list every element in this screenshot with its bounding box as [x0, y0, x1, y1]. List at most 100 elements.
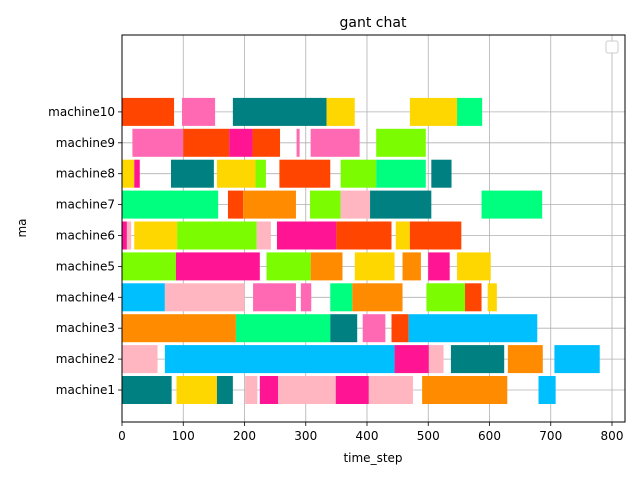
task-bar — [391, 314, 409, 343]
task-bar — [370, 190, 432, 219]
task-bar — [122, 345, 158, 374]
task-bar — [481, 190, 543, 219]
task-bar — [122, 252, 176, 281]
task-bar — [362, 314, 386, 343]
task-bar — [132, 128, 184, 157]
task-bar — [457, 97, 483, 126]
chart-title: gant chat — [340, 15, 407, 31]
task-bar — [310, 128, 360, 157]
plot-frame — [121, 34, 626, 423]
task-bar — [164, 283, 245, 312]
task-bar — [227, 190, 244, 219]
task-bar — [134, 159, 140, 188]
task-bar — [229, 128, 253, 157]
task-bar — [330, 314, 358, 343]
task-bar — [256, 221, 271, 250]
task-bar — [450, 345, 505, 374]
y-tick-label: machine5 — [56, 259, 115, 273]
task-bar — [122, 283, 165, 312]
y-tick-label: machine2 — [56, 352, 115, 366]
task-bar — [409, 97, 458, 126]
task-bar — [171, 159, 214, 188]
x-tick-label: 300 — [294, 429, 317, 443]
y-tick-label: machine7 — [56, 198, 115, 212]
task-bar — [243, 190, 296, 219]
task-bar — [330, 283, 353, 312]
task-bar — [336, 221, 392, 250]
task-bar — [253, 283, 296, 312]
task-bar — [538, 376, 556, 404]
x-tick-label: 600 — [478, 429, 501, 443]
task-bar — [422, 376, 508, 404]
task-bar — [296, 128, 300, 157]
y-tick-label: machine1 — [56, 383, 115, 397]
x-tick-label: 0 — [118, 429, 126, 443]
task-bar — [255, 159, 266, 188]
task-bar — [457, 252, 491, 281]
y-tick-label: machine4 — [56, 290, 115, 304]
task-bar — [134, 221, 178, 250]
task-bar — [335, 376, 369, 404]
task-bar — [122, 376, 172, 404]
legend-box — [605, 40, 619, 54]
task-bar — [340, 159, 377, 188]
task-bar — [183, 128, 230, 157]
task-bar — [235, 314, 331, 343]
y-tick-label: machine10 — [48, 105, 115, 119]
y-tick-label: machine8 — [56, 167, 115, 181]
task-bar — [326, 97, 355, 126]
task-bar — [122, 97, 175, 126]
task-bar — [340, 190, 371, 219]
task-bar — [122, 221, 127, 250]
task-bar — [216, 159, 256, 188]
task-bar — [426, 283, 465, 312]
task-bar — [408, 314, 538, 343]
x-axis-label: time_step — [343, 451, 402, 465]
task-bar — [122, 314, 236, 343]
task-bar — [164, 345, 395, 374]
task-bar — [409, 221, 462, 250]
task-bar — [266, 252, 311, 281]
task-bar — [395, 221, 410, 250]
y-tick-label: machine6 — [56, 229, 115, 243]
task-bar — [259, 376, 279, 404]
task-bar — [465, 283, 482, 312]
task-bar — [352, 283, 403, 312]
task-bar — [122, 159, 135, 188]
x-tick-label: 200 — [233, 429, 256, 443]
task-bar — [252, 128, 281, 157]
x-tick-label: 700 — [539, 429, 562, 443]
task-bar — [376, 128, 426, 157]
task-bar — [177, 221, 257, 250]
task-bar — [245, 376, 258, 404]
task-bar — [175, 252, 260, 281]
task-bar — [402, 252, 421, 281]
task-bar — [126, 221, 132, 250]
task-bar — [507, 345, 543, 374]
task-bar — [176, 376, 217, 404]
y-axis-label: ma — [15, 218, 29, 237]
task-bar — [310, 252, 343, 281]
task-bar — [428, 345, 444, 374]
tick-layer: 0 100 200 300 400 500 600 700 800 machine1 machine… — [48, 105, 623, 443]
task-bar — [182, 97, 216, 126]
task-bar — [278, 376, 336, 404]
y-tick-label: machine9 — [56, 136, 115, 150]
task-bar — [310, 190, 341, 219]
task-bar — [431, 159, 452, 188]
bar-layer — [122, 97, 600, 404]
task-bar — [368, 376, 413, 404]
task-bar — [122, 190, 219, 219]
x-tick-label: 500 — [417, 429, 440, 443]
task-bar — [394, 345, 429, 374]
task-bar — [300, 283, 312, 312]
y-tick-label: machine3 — [56, 321, 115, 335]
task-bar — [354, 252, 395, 281]
task-bar — [376, 159, 426, 188]
x-tick-label: 400 — [356, 429, 379, 443]
x-tick-label: 800 — [601, 429, 624, 443]
task-bar — [487, 283, 497, 312]
task-bar — [276, 221, 337, 250]
task-bar — [216, 376, 233, 404]
